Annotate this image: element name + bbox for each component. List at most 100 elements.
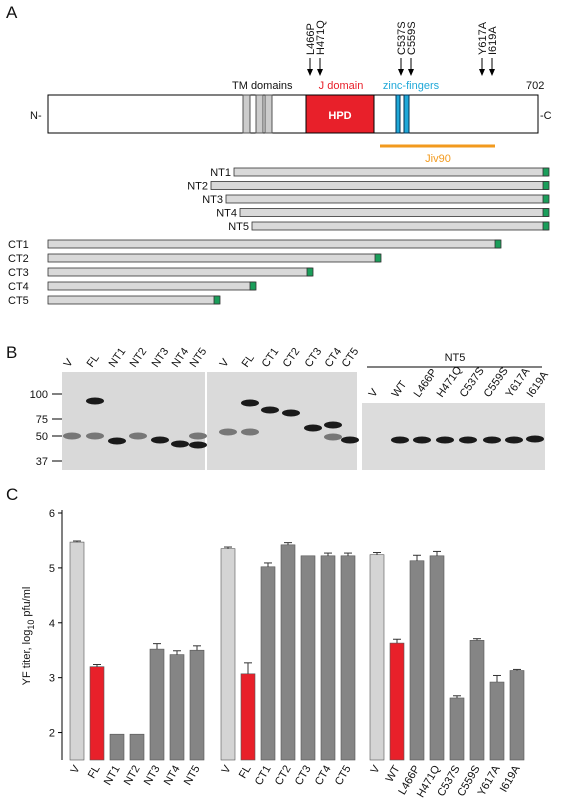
bar bbox=[449, 697, 465, 761]
bar bbox=[489, 681, 505, 761]
band bbox=[171, 440, 189, 448]
x-tick-label: I619A bbox=[498, 763, 523, 794]
bar bbox=[189, 649, 205, 761]
y-label-text: YF titer, log bbox=[21, 630, 33, 686]
construct-bar bbox=[233, 167, 549, 177]
mw-marker: 100 bbox=[30, 389, 48, 401]
construct-label: NT1 bbox=[210, 167, 231, 179]
lane-label: NT5 bbox=[188, 346, 210, 370]
x-tick-label: CT4 bbox=[313, 764, 334, 788]
y-label-unit: pfu/ml bbox=[21, 587, 33, 617]
band bbox=[526, 435, 544, 443]
mw-marker: 75 bbox=[36, 414, 48, 426]
band bbox=[86, 432, 104, 440]
lane-label: CT1 bbox=[260, 346, 282, 370]
y-tick-label: 6 bbox=[49, 508, 55, 520]
arrow-head bbox=[317, 69, 323, 76]
lane-label: NT4 bbox=[170, 346, 192, 370]
bar bbox=[169, 654, 185, 761]
band bbox=[261, 406, 279, 414]
mutation-label: I619A bbox=[487, 26, 499, 55]
x-tick-label: NT5 bbox=[182, 764, 203, 788]
bar bbox=[240, 673, 256, 761]
construct-bar bbox=[210, 181, 549, 190]
arrow-head bbox=[479, 69, 485, 76]
lane-label: CT2 bbox=[281, 346, 303, 370]
tag bbox=[542, 221, 550, 231]
y-axis-label: YF titer, log10 pfu/ml bbox=[21, 587, 36, 686]
y-tick-label: 3 bbox=[49, 673, 55, 685]
y-tick-label: 5 bbox=[49, 563, 55, 575]
blot bbox=[362, 403, 545, 470]
bar bbox=[320, 555, 336, 761]
construct-label: CT2 bbox=[8, 253, 29, 265]
band bbox=[241, 428, 259, 436]
c-terminus: -C bbox=[540, 110, 552, 122]
construct-bar bbox=[47, 239, 501, 249]
construct-bar bbox=[251, 221, 549, 231]
y-tick-label: 2 bbox=[49, 728, 55, 740]
x-tick-label: V bbox=[69, 763, 83, 776]
tag bbox=[542, 181, 550, 190]
x-tick-label: FL bbox=[237, 764, 254, 781]
construct-label: CT1 bbox=[8, 239, 29, 251]
bar bbox=[149, 648, 165, 761]
construct-bar bbox=[47, 253, 381, 263]
band bbox=[304, 424, 322, 432]
lane-label: V bbox=[62, 356, 76, 369]
lane-label: NT3 bbox=[150, 346, 172, 370]
zinc-finger bbox=[403, 94, 410, 134]
bar bbox=[369, 554, 385, 761]
panel-label: C bbox=[6, 485, 18, 504]
construct-label: NT5 bbox=[228, 221, 249, 233]
mw-marker: 37 bbox=[36, 456, 48, 468]
lane-label: CT5 bbox=[340, 346, 362, 370]
lane-label: NT2 bbox=[128, 346, 150, 370]
arrow-head bbox=[398, 69, 404, 76]
construct-label: NT3 bbox=[202, 194, 223, 206]
band bbox=[391, 436, 409, 444]
mutation-label: C559S bbox=[406, 21, 418, 55]
tag bbox=[374, 253, 382, 263]
band bbox=[483, 436, 501, 444]
band bbox=[189, 441, 207, 449]
nt5-header: NT5 bbox=[445, 352, 466, 364]
tm-label: TM domains bbox=[232, 80, 293, 92]
bar bbox=[109, 733, 125, 761]
band bbox=[151, 436, 169, 444]
band bbox=[189, 432, 207, 440]
bar bbox=[469, 640, 485, 761]
x-tick-label: CT1 bbox=[253, 764, 274, 788]
mutation-label: Y617A bbox=[477, 21, 489, 55]
arrow-head bbox=[489, 69, 495, 76]
lane-label: FL bbox=[85, 352, 102, 369]
y-label-sub: 10 bbox=[26, 620, 36, 630]
arrow-head bbox=[408, 69, 414, 76]
tag bbox=[494, 239, 502, 249]
tag bbox=[213, 295, 221, 305]
lane-label: NT1 bbox=[107, 346, 129, 370]
lane-label: L466P bbox=[412, 367, 440, 400]
bar bbox=[129, 733, 145, 761]
protein-bar bbox=[47, 94, 539, 134]
tm-domain bbox=[264, 94, 273, 134]
hpd-label: HPD bbox=[328, 110, 351, 122]
x-tick-label: V bbox=[220, 763, 234, 776]
bar bbox=[509, 670, 525, 761]
blot bbox=[62, 372, 205, 470]
x-tick-label: NT2 bbox=[122, 764, 143, 788]
x-tick-label: NT4 bbox=[162, 764, 183, 788]
band bbox=[436, 436, 454, 444]
mutation-label: C537S bbox=[396, 21, 408, 55]
band bbox=[219, 428, 237, 436]
tm-domain bbox=[242, 94, 251, 134]
bar bbox=[340, 555, 356, 761]
band bbox=[505, 436, 523, 444]
band bbox=[282, 409, 300, 417]
lane-label: WT bbox=[390, 379, 410, 400]
tm-domain bbox=[255, 94, 264, 134]
construct-bar bbox=[225, 194, 549, 204]
construct-label: NT2 bbox=[187, 181, 208, 193]
